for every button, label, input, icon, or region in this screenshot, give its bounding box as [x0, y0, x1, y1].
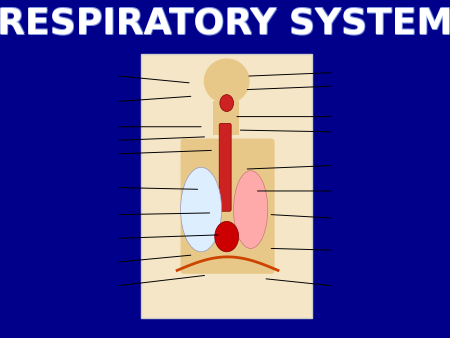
Text: Pleural
membrane: Pleural membrane — [69, 252, 116, 271]
Text: RESPIRATORY SYSTEM: RESPIRATORY SYSTEM — [0, 7, 450, 41]
Circle shape — [204, 59, 249, 103]
Text: Ribs: Ribs — [334, 214, 353, 222]
Ellipse shape — [215, 221, 238, 252]
Text: Intercostal
muscles: Intercostal muscles — [334, 241, 382, 260]
Text: RESPIRATORY SYSTEM: RESPIRATORY SYSTEM — [0, 6, 450, 40]
Text: Trachea: Trachea — [81, 149, 116, 158]
Text: Paranasal
sinuses: Paranasal sinuses — [334, 63, 377, 82]
Text: Respiratory
center: Respiratory center — [334, 77, 385, 96]
Ellipse shape — [180, 167, 221, 252]
Text: Right
lung: Right lung — [92, 178, 116, 197]
Text: Esophagus: Esophagus — [334, 127, 381, 136]
FancyBboxPatch shape — [213, 101, 239, 135]
Text: Diaphragm: Diaphragm — [68, 281, 116, 290]
Text: RESPIRATORY SYSTEM: RESPIRATORY SYSTEM — [0, 7, 450, 41]
Text: Muscles
attached to
diaphragm: Muscles attached to diaphragm — [334, 271, 385, 300]
Text: Nasal
cavity: Nasal cavity — [90, 67, 116, 86]
Text: Bronchi: Bronchi — [82, 210, 116, 219]
Ellipse shape — [234, 171, 268, 248]
Text: Left lung: Left lung — [334, 161, 374, 170]
FancyBboxPatch shape — [180, 139, 274, 274]
Text: RESPIRATORY SYSTEM: RESPIRATORY SYSTEM — [0, 7, 450, 41]
Text: RESPIRATORY SYSTEM: RESPIRATORY SYSTEM — [0, 6, 450, 40]
Text: Larynx: Larynx — [86, 136, 116, 145]
Text: Epiglottis: Epiglottis — [74, 122, 116, 131]
Text: Heart: Heart — [91, 234, 116, 243]
Text: Pharynx: Pharynx — [334, 112, 370, 121]
FancyBboxPatch shape — [219, 123, 231, 211]
Ellipse shape — [220, 95, 234, 112]
Text: Nose
hairs: Nose hairs — [94, 92, 116, 111]
Text: Pulmonary
vessels: Pulmonary vessels — [334, 182, 381, 200]
FancyBboxPatch shape — [141, 54, 312, 318]
